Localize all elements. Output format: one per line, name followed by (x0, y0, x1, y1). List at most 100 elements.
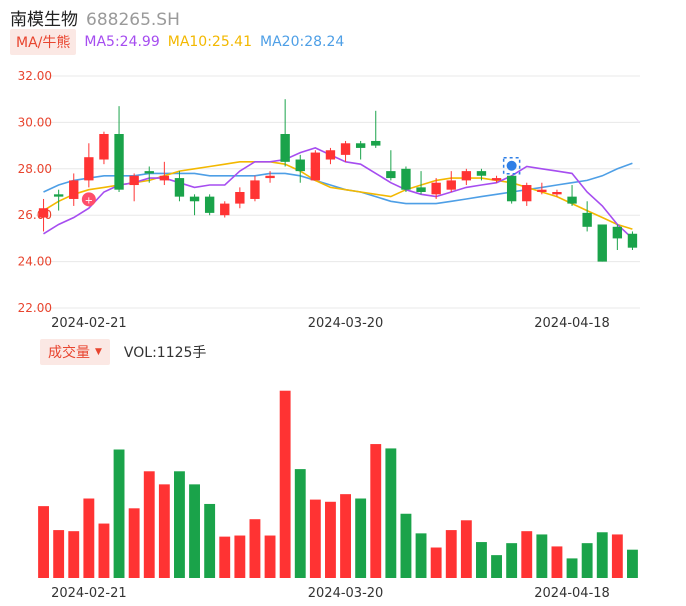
candle-body (204, 196, 215, 213)
candle (597, 224, 607, 262)
candle (537, 182, 547, 195)
volume-bar (53, 530, 65, 578)
ma20-value: MA20:28.24 (260, 34, 345, 50)
x-tick-label: 2024-04-18 (534, 586, 610, 601)
volume-bar (98, 523, 110, 578)
sell-marker-frame (502, 157, 521, 175)
candle (506, 175, 517, 204)
candle-body (446, 180, 456, 190)
stock-header: 南模生物 688265.SH (10, 5, 180, 30)
candle (552, 189, 562, 197)
candle (53, 189, 64, 211)
candle-body (310, 152, 321, 181)
candle-body (295, 159, 305, 172)
candle-body (325, 150, 336, 160)
volume-bar (551, 546, 563, 578)
candle (144, 166, 154, 183)
price-x-axis: 2024-02-21 2024-03-20 2024-04-18 (51, 316, 610, 331)
buy-marker-glyph: + (85, 195, 93, 206)
candle (310, 150, 321, 181)
candle-body (476, 171, 487, 176)
candle (491, 175, 502, 183)
candle (129, 173, 139, 202)
candle (431, 178, 441, 199)
volume-bar (325, 501, 336, 578)
y-tick-label: 24.00 (18, 255, 52, 269)
x-tick-label: 2024-03-20 (308, 586, 384, 601)
candle-body (69, 180, 79, 199)
ma-toggle-button[interactable]: MA/牛熊 (10, 29, 77, 55)
candle-body (340, 143, 351, 155)
candle-body (84, 157, 94, 181)
candle-body (53, 194, 64, 197)
candle (416, 171, 426, 195)
ma10-value: MA10:25.41 (167, 34, 253, 50)
candle-body (129, 175, 139, 186)
volume-bar (38, 506, 49, 578)
candle-body (189, 196, 200, 202)
volume-bar (113, 449, 125, 578)
candle-body (265, 175, 275, 179)
candle-body (144, 171, 154, 174)
caret-down-icon: ▼ (95, 347, 102, 357)
stock-name: 南模生物 (10, 10, 78, 30)
candle (38, 198, 49, 232)
candle (582, 201, 592, 232)
x-tick-label: 2024-02-21 (51, 316, 127, 331)
candle (114, 106, 124, 192)
volume-bar (204, 503, 216, 578)
volume-bar (158, 484, 170, 578)
volume-bar (581, 543, 593, 578)
candle-body (174, 178, 185, 197)
candle (612, 224, 623, 250)
candle (446, 171, 456, 192)
volume-bar (460, 520, 472, 578)
candle (189, 194, 200, 216)
x-tick-label: 2024-02-21 (51, 586, 127, 601)
candle-body (416, 187, 426, 192)
candle (522, 182, 532, 206)
volume-bar (143, 471, 155, 578)
volume-bar (627, 549, 638, 578)
candle-body (567, 196, 577, 204)
volume-bar (189, 484, 200, 578)
ma5-value: MA5:24.99 (84, 34, 160, 50)
candle (204, 194, 215, 216)
candle (174, 171, 185, 202)
candlestick-series (38, 99, 638, 262)
volume-x-axis: 2024-02-21 2024-03-20 2024-04-18 (51, 586, 610, 601)
candle-body (220, 203, 230, 216)
moving-average-lines (43, 147, 633, 239)
volume-bars (38, 390, 638, 578)
candle-body (235, 192, 245, 204)
candle-body (386, 171, 396, 179)
candle (567, 185, 577, 206)
volume-bar (566, 558, 578, 578)
y-tick-label: 32.00 (18, 69, 52, 83)
volume-bar (264, 535, 276, 578)
candle (220, 201, 230, 218)
candle-body (38, 208, 49, 218)
candle (340, 140, 351, 162)
candle-body (552, 192, 562, 195)
candle-body (280, 134, 290, 162)
ma5-line (43, 147, 633, 239)
volume-bar (415, 533, 427, 578)
candle (386, 150, 396, 181)
price-grid (36, 75, 640, 309)
candle-body (582, 212, 592, 227)
volume-bar (340, 494, 351, 578)
y-tick-label: 22.00 (18, 301, 52, 315)
candle-body (250, 180, 260, 199)
volume-bar (249, 519, 261, 578)
candle-body (159, 175, 170, 181)
volume-indicator-dropdown[interactable]: 成交量 ▼ (40, 339, 110, 365)
sell-marker-dot (506, 160, 517, 171)
candle (265, 171, 275, 183)
ma10-line (43, 161, 633, 230)
volume-bar (506, 543, 518, 578)
candle-body (401, 168, 411, 190)
volume-bar (370, 444, 382, 578)
volume-bar (128, 508, 140, 578)
